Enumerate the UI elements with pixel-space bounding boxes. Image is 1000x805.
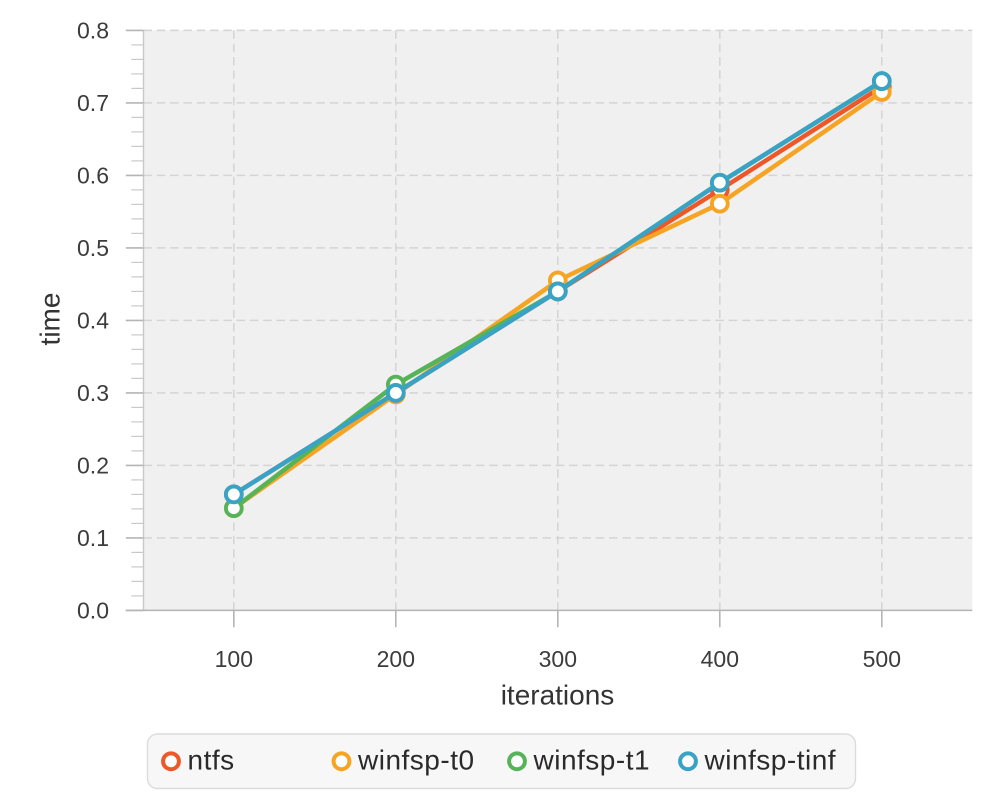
svg-text:0.7: 0.7: [77, 90, 109, 116]
svg-text:0.1: 0.1: [77, 525, 109, 551]
svg-text:0.0: 0.0: [77, 598, 109, 624]
svg-text:0.4: 0.4: [77, 308, 109, 334]
svg-text:iterations: iterations: [501, 680, 615, 711]
svg-text:0.3: 0.3: [77, 380, 109, 406]
svg-text:winfsp-t1: winfsp-t1: [533, 745, 651, 776]
svg-text:300: 300: [539, 646, 577, 672]
svg-text:0.6: 0.6: [77, 163, 109, 189]
svg-text:winfsp-tinf: winfsp-tinf: [704, 745, 837, 776]
svg-text:winfsp-t0: winfsp-t0: [357, 745, 475, 776]
svg-text:0.5: 0.5: [77, 235, 109, 261]
svg-text:ntfs: ntfs: [188, 745, 235, 776]
svg-text:time: time: [35, 293, 66, 346]
svg-text:400: 400: [701, 646, 739, 672]
svg-text:200: 200: [377, 646, 415, 672]
svg-text:0.2: 0.2: [77, 453, 109, 479]
svg-text:0.8: 0.8: [77, 18, 109, 44]
svg-text:500: 500: [863, 646, 901, 672]
svg-text:100: 100: [215, 646, 253, 672]
